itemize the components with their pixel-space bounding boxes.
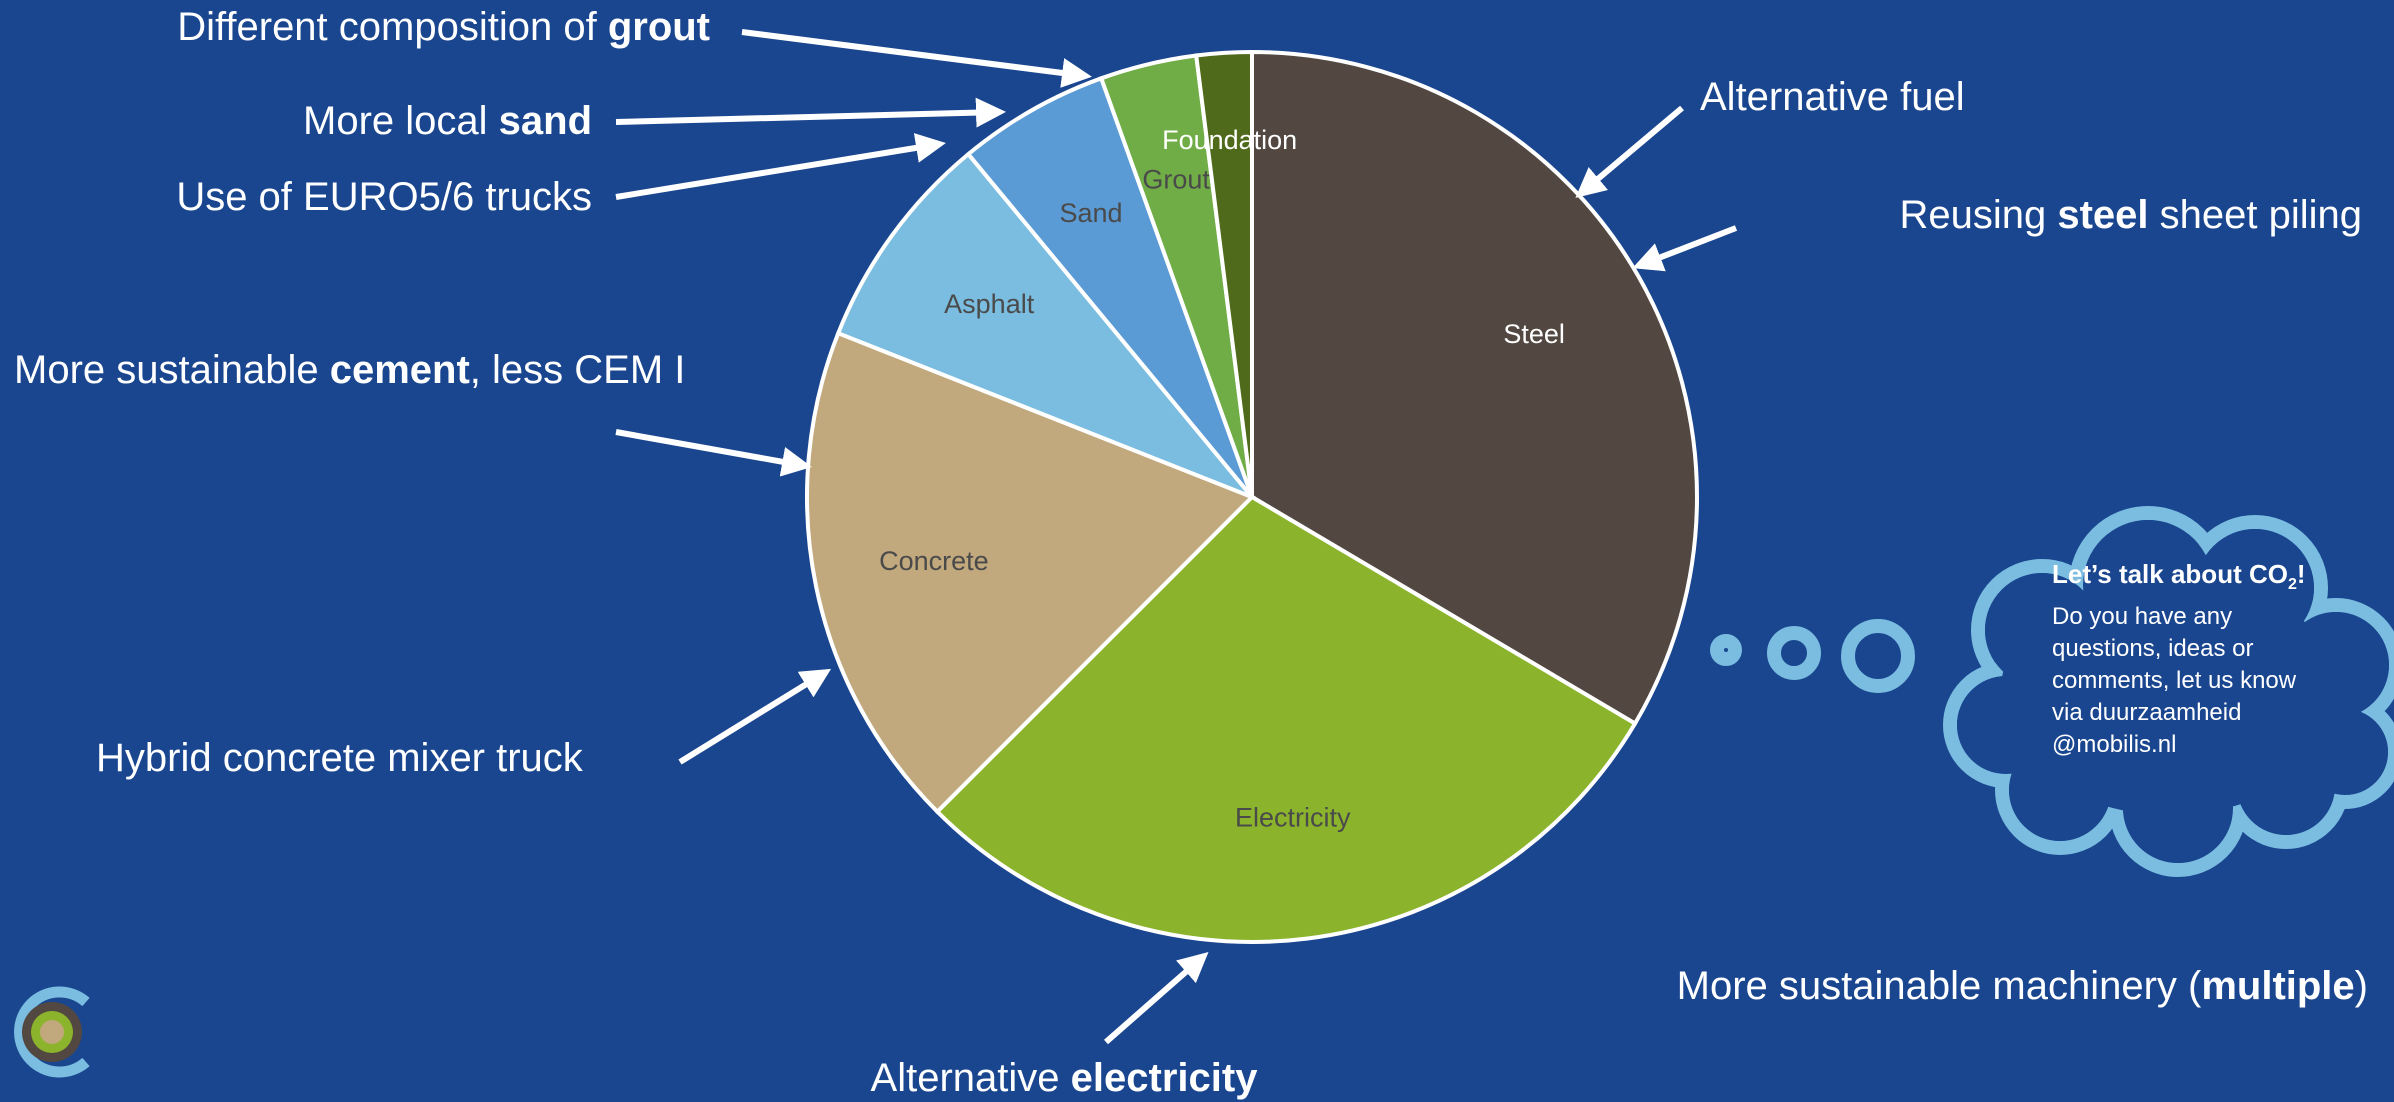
- callout-line: via duurzaamheid: [2052, 699, 2242, 727]
- pie-label-foundation: Foundation: [1162, 125, 1297, 155]
- arrow-steel: [1632, 225, 1738, 272]
- pie-slice-concrete: [805, 330, 1256, 815]
- annotation-mixer: Hybrid concrete mixer truck: [96, 736, 583, 780]
- callout-text: Let’s talk about CO2! Do you have any qu…: [2052, 558, 2372, 761]
- logo-core: [40, 1020, 64, 1044]
- annotation-steel: Reusing steel sheet piling: [1899, 193, 2362, 237]
- thought-bubble-large: [1841, 619, 1915, 693]
- logo-outer-ring: [14, 986, 90, 1078]
- logo: [14, 986, 90, 1078]
- pie-slice-sand: [965, 75, 1254, 499]
- annotation-trucks: Use of EURO5/6 trucks: [176, 175, 592, 219]
- arrow-sand: [615, 97, 1006, 128]
- arrow-electricity: [1104, 952, 1209, 1045]
- pie-chart: Steel Electricity Concrete Asphalt Sand Grout…: [805, 49, 1699, 944]
- arrow-trucks: [615, 133, 946, 200]
- callout-title: Let’s talk about CO2!: [2052, 559, 2306, 594]
- annotation-sand: More local sand: [303, 99, 592, 143]
- pie-label-concrete: Concrete: [879, 546, 989, 576]
- pie-label-grout: Grout: [1142, 164, 1210, 194]
- pie-label-asphalt: Asphalt: [944, 289, 1035, 319]
- callout-line: comments, let us know: [2052, 667, 2297, 695]
- callout-line: Do you have any: [2052, 603, 2233, 631]
- pie-slice-foundation: [1193, 49, 1254, 498]
- cloud-fill: [1957, 520, 2389, 863]
- annotation-machinery: More sustainable machinery (multiple): [1676, 964, 2368, 1008]
- pie-label-steel: Steel: [1503, 319, 1565, 349]
- arrow-mixer: [678, 668, 832, 765]
- thought-cloud: [1710, 506, 2394, 877]
- arrow-fuel: [1575, 105, 1684, 198]
- thought-bubble-small: [1710, 634, 1742, 666]
- annotation-arrows: [615, 29, 1738, 1045]
- pie-label-sand: Sand: [1060, 198, 1123, 228]
- arrow-cement: [615, 429, 812, 477]
- pie-slice-steel: [1250, 49, 1699, 727]
- callout-line: questions, ideas or: [2052, 635, 2254, 663]
- callout-line: @mobilis.nl: [2052, 731, 2177, 759]
- pie-label-electricity: Electricity: [1235, 802, 1351, 832]
- annotation-electricity: Alternative electricity: [870, 1056, 1258, 1100]
- annotation-fuel: Alternative fuel: [1700, 75, 1965, 119]
- annotation-grout: Different composition of grout: [177, 5, 710, 49]
- arrow-grout: [741, 29, 1092, 88]
- pie-slice-asphalt: [835, 151, 1254, 499]
- thought-bubble-medium: [1767, 626, 1821, 680]
- annotation-cement: More sustainable cement, less CEM I: [14, 348, 686, 392]
- pie-slice-electricity: [934, 494, 1638, 944]
